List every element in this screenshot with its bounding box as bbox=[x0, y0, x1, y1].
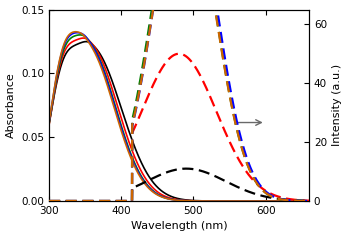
X-axis label: Wavelength (nm): Wavelength (nm) bbox=[131, 221, 227, 232]
Y-axis label: Intensity (a.u.): Intensity (a.u.) bbox=[332, 64, 342, 146]
Y-axis label: Absorbance: Absorbance bbox=[6, 73, 16, 138]
